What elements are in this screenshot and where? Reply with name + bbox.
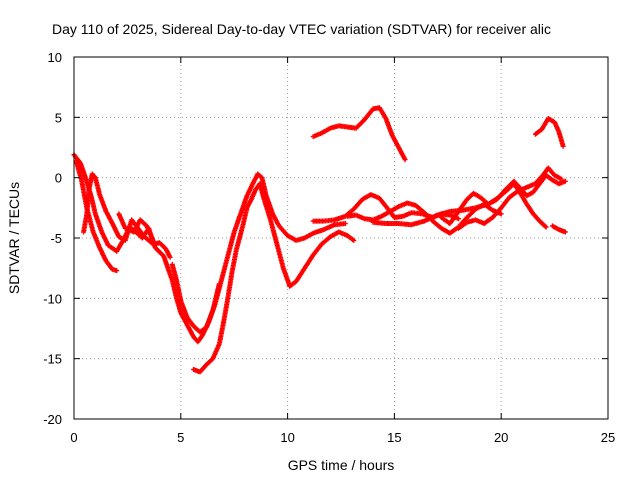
data-point xyxy=(498,211,504,217)
x-tick-label: 0 xyxy=(70,430,77,445)
data-point xyxy=(543,224,549,230)
series-track-8 xyxy=(310,105,408,163)
y-tick-label: 5 xyxy=(55,110,62,125)
data-point xyxy=(560,143,566,149)
data-point xyxy=(562,178,568,184)
series-track-7 xyxy=(310,192,461,224)
series-track-4 xyxy=(116,211,156,243)
data-point xyxy=(402,157,408,163)
series-track-14 xyxy=(550,223,568,235)
y-tick-label: -15 xyxy=(43,352,62,367)
y-tick-label: -10 xyxy=(43,291,62,306)
series-track-13 xyxy=(532,116,566,149)
x-tick-label: 20 xyxy=(494,430,508,445)
data-point xyxy=(351,237,357,243)
x-tick-label: 5 xyxy=(177,430,184,445)
data-point xyxy=(342,221,348,226)
data-point xyxy=(114,268,120,274)
y-tick-label: -20 xyxy=(43,412,62,427)
data-points xyxy=(71,105,568,375)
x-tick-label: 25 xyxy=(601,430,615,445)
data-point xyxy=(558,176,564,182)
x-tick-label: 15 xyxy=(387,430,401,445)
y-axis-label: SDTVAR / TECUs xyxy=(6,182,22,294)
y-tick-label: -5 xyxy=(50,231,62,246)
y-tick-label: 10 xyxy=(48,50,62,65)
series-track-5 xyxy=(169,262,222,335)
axis-ticks: 0 5 10 15 20 25 -20 -15 -10 -5 0 5 10 xyxy=(43,50,615,445)
x-axis-label: GPS time / hours xyxy=(288,457,395,473)
data-point xyxy=(216,281,222,287)
data-point xyxy=(562,229,568,235)
data-point xyxy=(150,237,156,243)
data-point xyxy=(167,254,173,260)
series-track-6 xyxy=(191,181,357,375)
series-track-2 xyxy=(73,158,120,274)
series-track-11 xyxy=(438,172,568,226)
series-track-12 xyxy=(456,165,564,231)
x-tick-label: 10 xyxy=(280,430,294,445)
y-tick-label: 0 xyxy=(55,171,62,186)
chart-title: Day 110 of 2025, Sidereal Day-to-day VTE… xyxy=(52,21,551,37)
data-point xyxy=(456,216,461,222)
